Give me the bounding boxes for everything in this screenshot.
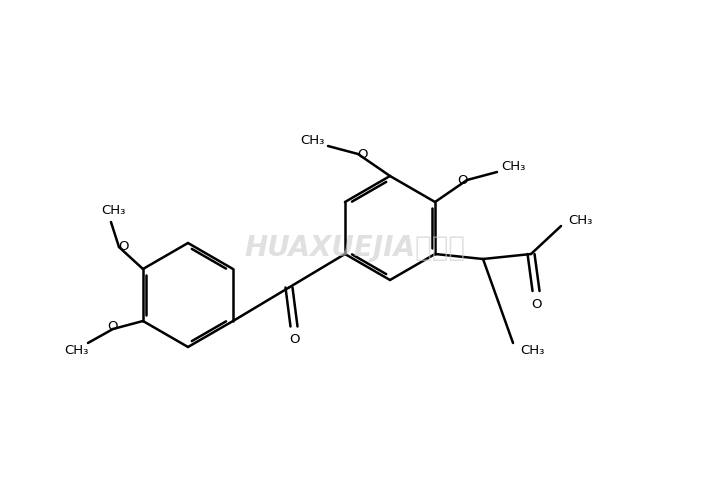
Text: O: O [119, 241, 129, 253]
Text: O: O [289, 333, 300, 346]
Text: O: O [107, 320, 118, 333]
Text: O: O [531, 298, 541, 310]
Text: CH₃: CH₃ [568, 213, 593, 227]
Text: CH₃: CH₃ [520, 345, 544, 358]
Text: CH₃: CH₃ [300, 134, 324, 147]
Text: HUAXUEJIA化学加: HUAXUEJIA化学加 [245, 234, 466, 262]
Text: O: O [456, 174, 467, 186]
Text: CH₃: CH₃ [101, 203, 125, 216]
Text: O: O [358, 147, 368, 161]
Text: CH₃: CH₃ [64, 345, 88, 358]
Text: CH₃: CH₃ [501, 161, 525, 174]
